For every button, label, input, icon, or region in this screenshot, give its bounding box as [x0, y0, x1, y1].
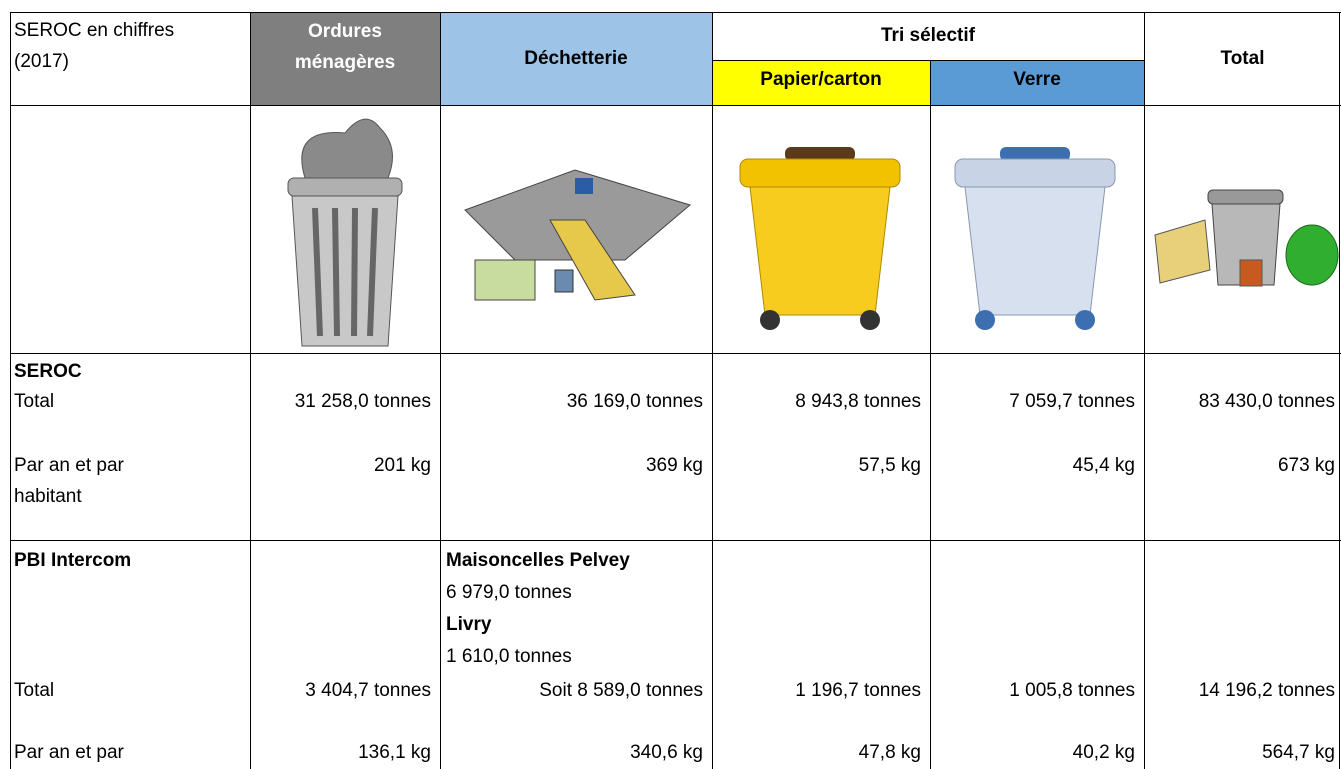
section-name: SEROC: [14, 356, 82, 387]
site-name: Maisoncelles Pelvey: [446, 545, 630, 576]
cell-value: 8 943,8 tonnes: [712, 386, 921, 417]
site-value: 6 979,0 tonnes: [446, 577, 572, 608]
cell-value: 3 404,7 tonnes: [250, 675, 431, 706]
cell-value: 1 196,7 tonnes: [712, 675, 921, 706]
table-border: [440, 12, 441, 769]
cell-value: 7 059,7 tonnes: [930, 386, 1135, 417]
cell-value: 47,8 kg: [712, 737, 921, 768]
cell-value: 14 196,2 tonnes: [1144, 675, 1335, 706]
blue-bin-icon: [950, 145, 1120, 345]
cell-value: 36 169,0 tonnes: [440, 386, 703, 417]
table-border: [250, 12, 251, 769]
cell-value: Soit 8 589,0 tonnes: [440, 675, 703, 706]
header-cell: Déchetterie: [440, 43, 712, 74]
cell-value: 31 258,0 tonnes: [250, 386, 431, 417]
table-border: [10, 105, 1341, 106]
table-border: [1339, 12, 1340, 769]
cell-value: 45,4 kg: [930, 450, 1135, 481]
total-icon: [1150, 175, 1340, 295]
cell-value: 83 430,0 tonnes: [1144, 386, 1335, 417]
dechetterie-icon: [455, 150, 700, 310]
section-name: PBI Intercom: [14, 545, 131, 576]
header-title: SEROC en chiffres (2017): [14, 15, 204, 77]
row-label: Par an et par habitant: [14, 450, 174, 512]
cell-value: 136,1 kg: [250, 737, 431, 768]
cell-value: 369 kg: [440, 450, 703, 481]
table-page: SEROC en chiffres (2017) Ordures ménagère…: [0, 0, 1341, 769]
table-border: [712, 60, 1144, 61]
table-border: [712, 12, 713, 769]
table-border: [10, 12, 11, 769]
cell-value: 201 kg: [250, 450, 431, 481]
header-cell: Ordures ménagères: [250, 16, 440, 78]
cell-value: 564,7 kg: [1144, 737, 1335, 768]
subheader-cell: Verre: [930, 64, 1144, 95]
table-border: [10, 540, 1341, 541]
table-border: [10, 12, 1341, 13]
cell-value: 57,5 kg: [712, 450, 921, 481]
subheader-cell: Papier/carton: [712, 64, 930, 95]
header-cell: Total: [1144, 43, 1341, 74]
site-name: Livry: [446, 609, 491, 640]
cell-value: 340,6 kg: [440, 737, 703, 768]
yellow-bin-icon: [735, 145, 905, 345]
row-label: Total: [14, 386, 174, 417]
cell-value: 673 kg: [1144, 450, 1335, 481]
table-border: [10, 353, 1341, 354]
cell-value: 1 005,8 tonnes: [930, 675, 1135, 706]
cell-value: 40,2 kg: [930, 737, 1135, 768]
table-border: [930, 60, 931, 769]
row-label: Total: [14, 675, 174, 706]
table-border: [1144, 12, 1145, 769]
header-cell: Tri sélectif: [712, 20, 1144, 51]
trash-can-icon: [270, 108, 420, 353]
site-value: 1 610,0 tonnes: [446, 641, 572, 672]
row-label: Par an et par habitant: [14, 737, 174, 769]
